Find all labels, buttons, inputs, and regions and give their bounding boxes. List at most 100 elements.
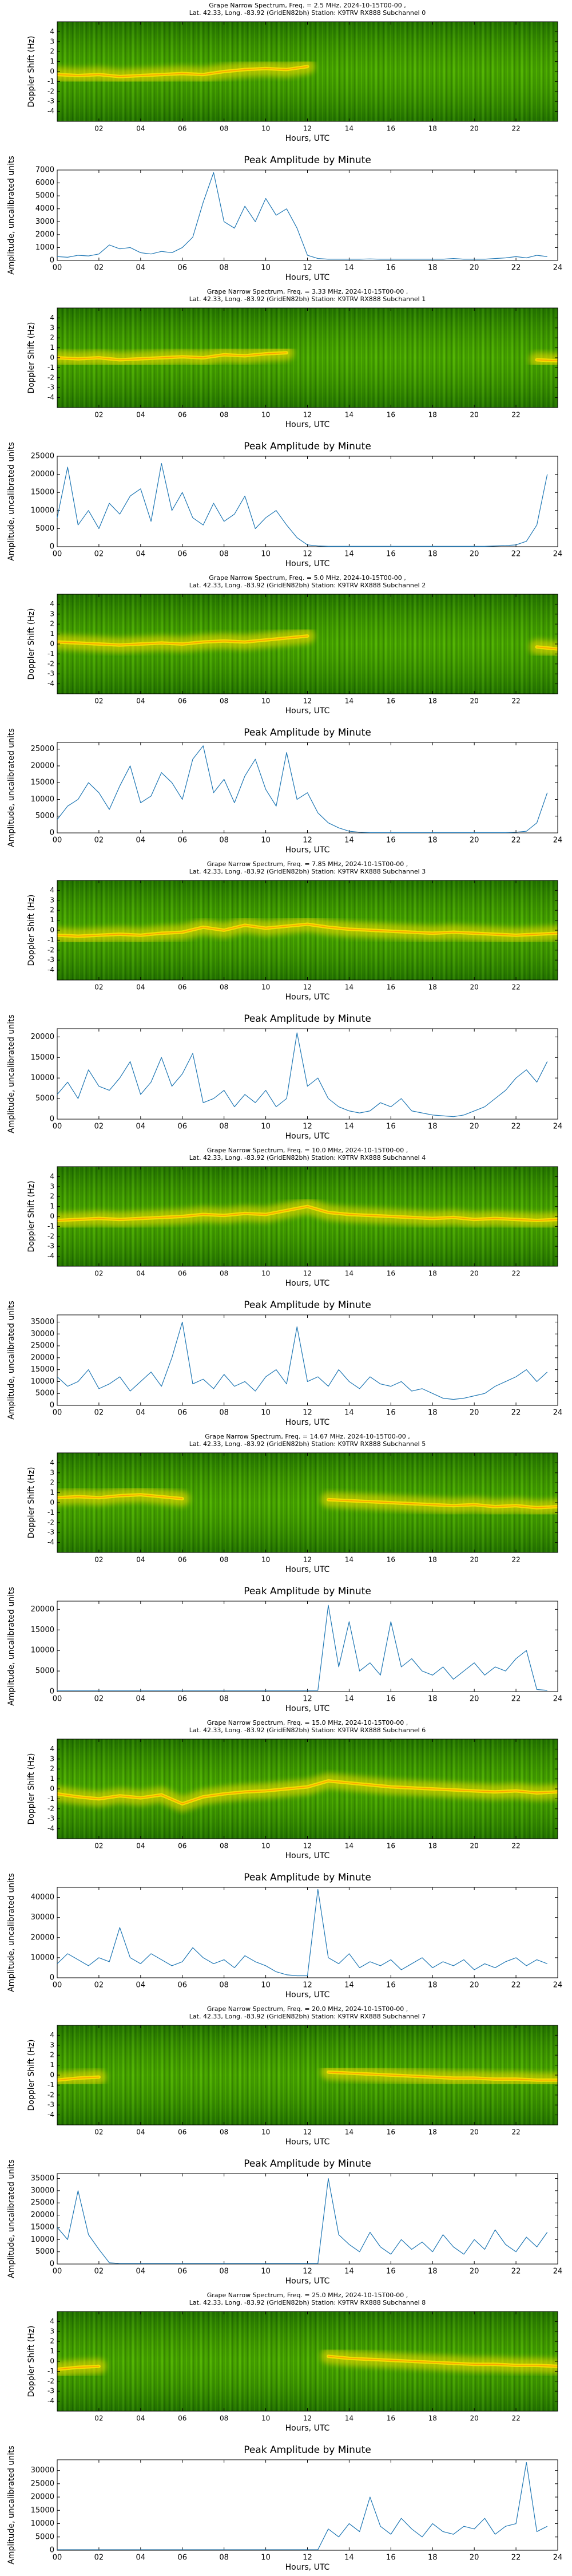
x-tick-label: 24 [553,1981,563,1990]
x-tick-label: 14 [345,1270,353,1278]
y-tick-label: -3 [47,956,54,964]
y-tick-label: 20000 [31,1353,54,1362]
chart-subtitle: Lat. 42.33, Long. -83.92 (GridEN82bh) St… [189,2299,426,2306]
y-tick-label: 6000 [35,179,54,187]
x-tick-label: 14 [345,125,353,133]
y-tick-label: 15000 [31,1053,54,1062]
x-tick-label: 20 [470,1556,479,1564]
x-tick-label: 18 [428,2128,437,2136]
y-tick-label: 25000 [31,2479,54,2488]
x-tick-label: 12 [303,1123,312,1131]
x-tick-label: 16 [387,1556,395,1564]
x-tick-label: 18 [428,1695,438,1704]
y-tick-label: -1 [47,936,54,944]
y-axis-label: Doppler Shift (Hz) [27,1753,36,1825]
x-tick-label: 24 [553,1409,563,1417]
trace-group [57,916,558,944]
x-tick-label: 06 [177,836,187,845]
chart-title: Grape Narrow Spectrum, Freq. = 25.0 MHz,… [207,2291,408,2299]
y-tick-label: 4 [50,1459,54,1467]
y-tick-label: 3 [50,1468,54,1476]
y-tick-label: 4 [50,1172,54,1180]
y-axis-label: Doppler Shift (Hz) [27,1467,36,1539]
x-tick-label: 02 [94,2415,103,2423]
y-tick-label: 30000 [31,2186,54,2195]
x-tick-label: 10 [261,2267,271,2276]
x-axis-label: Hours, UTC [285,559,330,568]
y-tick-label: 40000 [31,1893,54,1902]
doppler-core [57,66,308,77]
y-tick-label: -3 [47,670,54,678]
x-tick-label: 10 [261,1270,270,1278]
y-axis-label: Amplitude, uncalibrated units [7,1587,16,1706]
x-tick-label: 12 [303,411,312,419]
plot-frame [57,21,558,122]
y-tick-label: 0 [50,354,54,362]
x-tick-label: 22 [511,836,521,845]
x-axis-label: Hours, UTC [285,273,330,282]
plot-frame [57,307,558,408]
x-axis-label: Hours, UTC [285,993,330,1002]
x-tick-label: 22 [511,2554,521,2562]
x-tick-label: 18 [428,1981,438,1990]
x-tick-label: 24 [553,2267,563,2276]
x-tick-label: 14 [344,1409,354,1417]
trace-group [57,1199,558,1228]
x-tick-label: 12 [303,1842,312,1850]
x-tick-label: 24 [553,2554,563,2562]
y-tick-label: 20000 [31,761,54,770]
y-tick-label: -2 [47,2091,54,2099]
x-tick-label: 14 [345,1556,353,1564]
chart-title: Peak Amplitude by Minute [244,1586,371,1597]
trace-group [57,345,558,369]
x-axis-label: Hours, UTC [285,1132,330,1141]
y-tick-label: 5000 [35,1667,54,1676]
x-tick-label: 12 [303,836,312,845]
y-tick-label: 3 [50,37,54,45]
y-tick-label: -2 [47,659,54,667]
y-tick-label: 4 [50,27,54,35]
amplitude-line [57,745,548,833]
x-tick-label: 06 [178,411,186,419]
x-tick-label: 20 [470,1981,479,1990]
y-tick-label: 0 [50,2260,54,2269]
plot-frame [57,1314,558,1406]
x-tick-label: 02 [94,264,104,272]
x-tick-label: 04 [136,1556,145,1564]
x-tick-label: 18 [428,2267,438,2276]
y-axis-label: Doppler Shift (Hz) [27,2040,36,2111]
x-axis-label: Hours, UTC [285,134,330,143]
y-tick-label: 10000 [31,1646,54,1655]
y-tick-label: 25000 [31,452,54,461]
x-tick-label: 08 [220,2415,228,2423]
y-tick-label: -4 [47,393,54,401]
chart-title: Peak Amplitude by Minute [244,1299,371,1311]
amplitude-line [57,1032,548,1117]
x-tick-label: 08 [219,1981,229,1990]
x-tick-label: 04 [136,2128,145,2136]
y-tick-label: -3 [47,1528,54,1536]
y-tick-label: 25000 [31,1342,54,1350]
y-tick-label: -4 [47,679,54,688]
y-tick-label: 7000 [35,166,54,175]
x-tick-label: 14 [344,836,354,845]
y-tick-label: 25000 [31,745,54,753]
y-tick-label: 20000 [31,1605,54,1614]
x-tick-label: 14 [345,411,353,419]
x-tick-label: 10 [261,550,271,559]
x-tick-label: 02 [94,1695,104,1704]
chart-subtitle: Lat. 42.33, Long. -83.92 (GridEN82bh) St… [189,1154,426,1161]
y-tick-label: 1 [50,1202,54,1210]
x-tick-label: 18 [428,1556,437,1564]
x-tick-label: 10 [261,1409,271,1417]
y-tick-label: -1 [47,2081,54,2089]
x-tick-label: 22 [511,550,521,559]
y-tick-label: 0 [50,1212,54,1220]
x-tick-label: 14 [345,2128,353,2136]
doppler-core [57,1206,558,1221]
doppler-core [57,1780,558,1804]
y-tick-label: 0 [50,2357,54,2365]
x-tick-label: 02 [94,1842,103,1850]
x-tick-label: 06 [178,1842,186,1850]
